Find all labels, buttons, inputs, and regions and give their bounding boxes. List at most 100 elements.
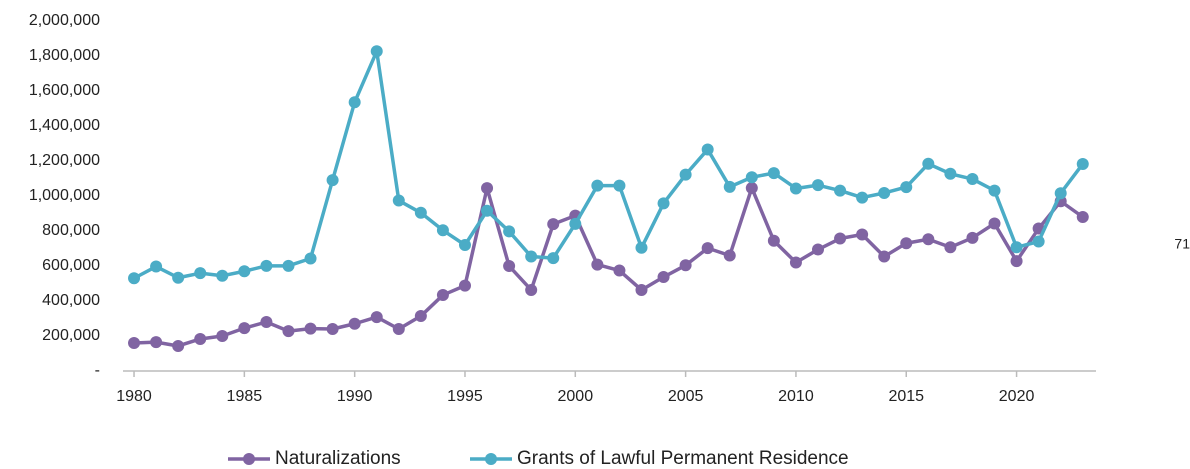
y-tick-label: 2,000,000: [29, 12, 100, 29]
point: [436, 224, 449, 237]
point: [304, 252, 317, 265]
point: [481, 182, 494, 195]
y-tick-label: -: [95, 362, 100, 379]
point: [966, 173, 979, 186]
point: [812, 179, 824, 192]
point: [878, 250, 891, 263]
point: [238, 265, 251, 278]
y-tick-label: 1,200,000: [29, 152, 100, 169]
x-tick-label: 2010: [778, 388, 814, 405]
x-tick-label: 2000: [558, 388, 594, 405]
x-tick-label: 2005: [668, 388, 704, 405]
point: [392, 194, 405, 207]
point: [370, 45, 383, 58]
point: [525, 250, 538, 263]
point: [150, 336, 163, 349]
point: [282, 259, 295, 272]
point: [745, 181, 758, 194]
point: [657, 197, 670, 210]
point: [723, 180, 736, 193]
point: [1010, 255, 1023, 268]
point: [767, 167, 780, 180]
legend-label: Grants of Lawful Permanent Residence: [517, 448, 849, 469]
page-number: 71: [1174, 236, 1190, 252]
point: [128, 337, 141, 349]
y-tick-label: 1,000,000: [29, 187, 100, 204]
point: [856, 191, 869, 204]
x-tick-label: 1985: [227, 388, 263, 405]
point: [613, 264, 626, 277]
point: [635, 241, 648, 254]
point: [547, 252, 560, 265]
point: [679, 168, 692, 181]
point: [635, 283, 648, 296]
point: [238, 322, 251, 335]
point: [348, 317, 361, 330]
point: [856, 228, 869, 241]
y-tick-label: 1,600,000: [29, 82, 100, 99]
point: [525, 283, 538, 296]
point: [966, 231, 979, 244]
point: [679, 259, 692, 272]
point: [392, 323, 405, 335]
y-tick-label: 1,400,000: [29, 117, 100, 134]
point: [458, 279, 471, 292]
point: [745, 171, 758, 184]
point: [458, 239, 471, 251]
point: [988, 184, 1001, 197]
point: [613, 179, 626, 192]
point: [216, 269, 229, 282]
point: [900, 237, 913, 250]
point: [878, 187, 891, 200]
point: [326, 323, 339, 335]
point: [944, 167, 957, 180]
point: [834, 232, 847, 245]
point: [481, 204, 494, 217]
point: [944, 241, 957, 254]
point: [128, 272, 141, 285]
point: [436, 289, 449, 302]
point: [701, 143, 714, 156]
y-tick-label: 400,000: [42, 292, 100, 309]
point: [1076, 211, 1089, 223]
point: [723, 249, 736, 262]
point: [569, 217, 582, 230]
point: [370, 311, 383, 324]
point: [900, 181, 913, 194]
point: [922, 157, 935, 170]
point: [812, 243, 824, 256]
point: [988, 217, 1001, 230]
point: [194, 332, 207, 345]
point: [1010, 241, 1023, 254]
point: [348, 96, 361, 109]
point: [591, 179, 604, 192]
point: [789, 182, 802, 195]
point: [922, 233, 935, 246]
point: [172, 339, 185, 352]
legend-marker: [243, 453, 255, 465]
x-tick-label: 2020: [999, 388, 1035, 405]
point: [150, 260, 163, 273]
legend-marker: [485, 453, 497, 465]
point: [282, 325, 295, 338]
y-tick-label: 200,000: [42, 327, 100, 344]
point: [414, 206, 427, 219]
x-tick-label: 1980: [116, 388, 152, 405]
point: [503, 225, 516, 238]
point: [767, 234, 780, 247]
y-tick-label: 800,000: [42, 222, 100, 239]
point: [260, 259, 273, 272]
legend-label: Naturalizations: [275, 448, 401, 469]
point: [547, 218, 560, 231]
point: [326, 174, 339, 187]
point: [194, 267, 207, 280]
point: [591, 258, 604, 271]
point: [260, 316, 273, 328]
point: [1076, 157, 1089, 170]
point: [657, 271, 670, 284]
point: [172, 271, 185, 284]
point: [304, 322, 317, 335]
x-tick-label: 2015: [888, 388, 924, 405]
point: [414, 310, 427, 323]
y-tick-label: 1,800,000: [29, 47, 100, 64]
